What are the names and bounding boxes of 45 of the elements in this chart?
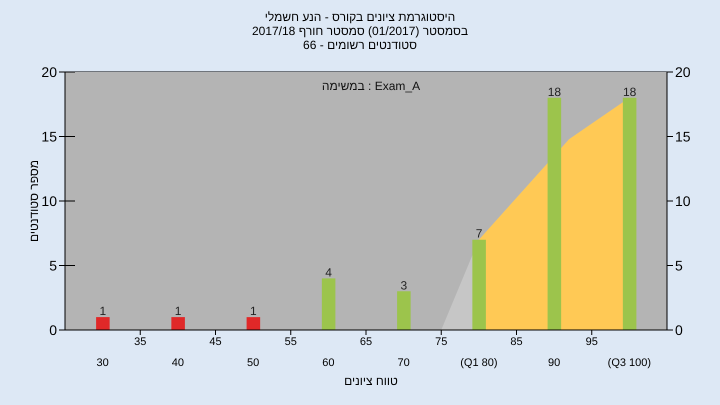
x2-tick-label: 30 bbox=[96, 357, 109, 369]
data-label: 1 bbox=[174, 304, 182, 318]
data-label: 18 bbox=[548, 84, 562, 99]
bar bbox=[622, 98, 636, 330]
x2-tick-label: 90 bbox=[548, 357, 560, 369]
x2-tick-label: 60 bbox=[322, 357, 334, 369]
x2-tick-label: (Q3 100) bbox=[608, 357, 652, 369]
data-label: 1 bbox=[250, 304, 258, 318]
y-tick-label: 0 bbox=[49, 322, 58, 338]
y-tick-label: 20 bbox=[41, 64, 58, 80]
y-tick-label: 15 bbox=[41, 128, 58, 144]
x-tick-label: 55 bbox=[284, 336, 297, 348]
data-label: 18 bbox=[622, 84, 637, 99]
y-tick-label: 5 bbox=[49, 257, 58, 274]
x-tick-label: 65 bbox=[360, 336, 372, 348]
x-tick-label: 95 bbox=[586, 336, 598, 348]
x2-tick-label: (Q1 80) bbox=[460, 357, 498, 369]
y2-tick-label: 20 bbox=[675, 64, 691, 80]
y-axis-title: מספר סטודנטים bbox=[27, 160, 41, 242]
y2-tick-label: 10 bbox=[675, 192, 691, 209]
bar bbox=[246, 317, 260, 330]
data-label: 7 bbox=[476, 226, 483, 241]
bar bbox=[322, 278, 336, 330]
bar bbox=[548, 98, 562, 330]
x2-tick-label: 50 bbox=[247, 357, 260, 369]
x-tick-label: 85 bbox=[510, 336, 523, 348]
x-tick-label: 75 bbox=[435, 336, 448, 348]
data-label: 4 bbox=[325, 265, 332, 280]
x2-tick-label: 70 bbox=[398, 357, 410, 369]
y2-tick-label: 15 bbox=[675, 128, 691, 144]
x-tick-label: 35 bbox=[134, 336, 146, 348]
chart-subtitle: בסמסטר (01/2017) סמסטר חורף 2017/18 סטודנטים רשומים - 66 bbox=[250, 24, 470, 52]
chart-title: היסטוגרמת ציונים בקורס - הנע חשמלי bbox=[264, 10, 456, 24]
x-axis-title: טווח ציונים bbox=[344, 374, 398, 388]
bar bbox=[171, 317, 185, 330]
x2-tick-label: 40 bbox=[172, 357, 184, 369]
data-label: 3 bbox=[400, 278, 408, 292]
bar bbox=[397, 291, 411, 330]
y-tick-label: 10 bbox=[41, 192, 58, 209]
annotation: Exam_A : במשימה bbox=[322, 79, 420, 93]
y2-tick-label: 0 bbox=[675, 322, 683, 338]
data-label: 1 bbox=[100, 304, 107, 318]
y2-tick-label: 5 bbox=[675, 257, 683, 274]
bar bbox=[96, 317, 110, 330]
x-tick-label: 45 bbox=[209, 336, 222, 348]
